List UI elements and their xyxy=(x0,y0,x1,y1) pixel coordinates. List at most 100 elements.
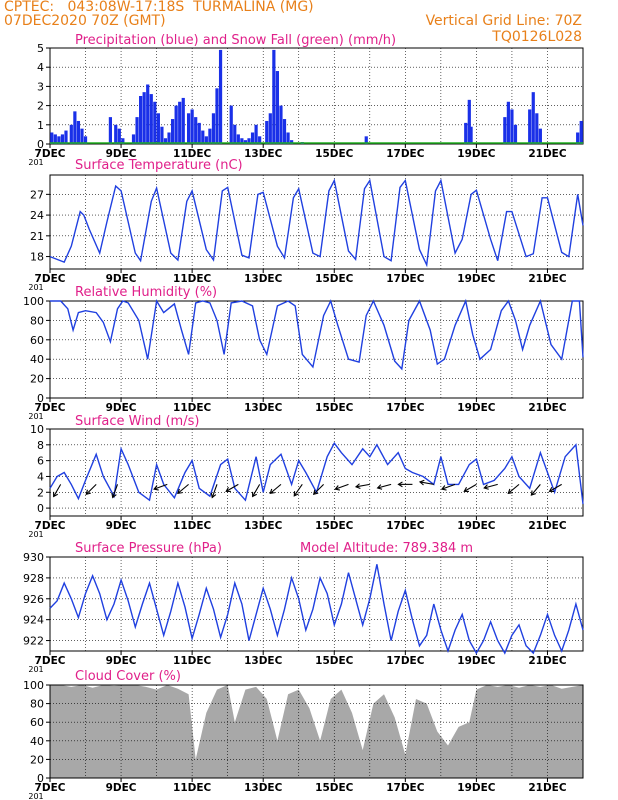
y-tick-label: 20 xyxy=(30,373,44,386)
y-tick-label: 0 xyxy=(37,392,44,405)
precip-bar xyxy=(467,99,471,144)
wind-arrow-head xyxy=(210,492,217,499)
x-tick-label: 7DEC xyxy=(35,520,66,532)
precip-bar xyxy=(60,134,65,144)
precip-bar xyxy=(80,128,84,144)
panel-frame-4 xyxy=(49,428,584,517)
x-tick-label: 13DEC xyxy=(244,520,283,532)
panel-annotation: Model Altitude: 789.384 m xyxy=(300,541,473,556)
x-tick-label: 21DEC xyxy=(528,520,567,532)
precip-bar xyxy=(139,96,143,144)
x-tick-label: 9DEC xyxy=(106,148,137,160)
wind-arrow-shaft xyxy=(252,484,261,497)
series-line xyxy=(49,441,584,505)
wind-arrow-head xyxy=(53,491,59,498)
precip-bar xyxy=(57,136,61,144)
wind-arrow-head xyxy=(548,487,555,492)
wind-arrow-shaft xyxy=(549,483,562,492)
precip-bar xyxy=(240,138,244,144)
precip-bar xyxy=(160,126,164,144)
precip-bar xyxy=(279,105,283,144)
x-tick-label: 15DEC xyxy=(315,273,354,285)
header-grid-line: Vertical Grid Line: 70Z xyxy=(425,13,582,29)
x-tick-label: 19DEC xyxy=(457,520,496,532)
x-tick-label: 15DEC xyxy=(315,148,354,160)
y-tick-label: 924 xyxy=(23,614,44,627)
y-tick-label: 60 xyxy=(30,716,44,729)
precip-bar xyxy=(243,140,248,144)
panel-title: Cloud Cover (%) xyxy=(75,669,181,684)
x-tick-label: 11DEC xyxy=(173,402,212,414)
x-tick-label: 21DEC xyxy=(528,273,567,285)
precip-bar xyxy=(167,132,171,144)
x-tick-label: 13DEC xyxy=(244,782,283,794)
wind-arrow-shaft xyxy=(177,483,189,494)
y-tick-label: 40 xyxy=(30,735,44,748)
y-tick-label: 4 xyxy=(37,470,44,483)
panel-title: Surface Temperature (nC) xyxy=(75,158,243,173)
precip-bar xyxy=(69,124,73,144)
x-corner-label: 201 xyxy=(28,530,43,539)
x-tick-label: 15DEC xyxy=(315,402,354,414)
wind-arrow-head xyxy=(252,491,257,498)
x-tick-label: 19DEC xyxy=(457,655,496,667)
x-tick-label: 9DEC xyxy=(106,782,137,794)
x-tick-label: 11DEC xyxy=(173,655,212,667)
precip-bar xyxy=(282,119,287,144)
x-tick-label: 19DEC xyxy=(457,148,496,160)
x-corner-label: 201 xyxy=(28,792,43,800)
x-corner-label: 201 xyxy=(28,283,43,292)
wind-arrow-head xyxy=(354,483,361,489)
y-tick-label: 80 xyxy=(30,698,44,711)
x-tick-label: 19DEC xyxy=(457,273,496,285)
precip-bar xyxy=(272,49,276,144)
x-tick-label: 9DEC xyxy=(106,273,137,285)
precip-bar xyxy=(170,119,175,144)
precip-bar xyxy=(197,122,201,144)
x-tick-label: 11DEC xyxy=(173,148,212,160)
precip-bar xyxy=(174,105,178,144)
wind-arrow-head xyxy=(177,488,183,495)
panel-title: Surface Pressure (hPa) xyxy=(75,541,222,556)
wind-arrow-head xyxy=(312,489,319,496)
precip-bar xyxy=(576,132,580,144)
precip-bar xyxy=(513,124,518,144)
y-tick-label: 18 xyxy=(30,251,44,264)
precip-bar xyxy=(229,105,233,144)
x-tick-label: 9DEC xyxy=(106,520,137,532)
x-tick-label: 21DEC xyxy=(528,782,567,794)
cloud-area xyxy=(50,685,583,778)
wind-arrow-head xyxy=(85,489,91,496)
x-tick-label: 17DEC xyxy=(386,273,425,285)
precip-bar xyxy=(250,132,255,144)
precip-bar xyxy=(181,97,185,144)
y-tick-label: 2 xyxy=(37,100,44,113)
y-tick-label: 0 xyxy=(37,772,44,785)
wind-arrow-shaft xyxy=(530,484,541,496)
x-tick-label: 15DEC xyxy=(315,782,354,794)
y-tick-label: 3 xyxy=(37,80,44,93)
y-tick-label: 926 xyxy=(23,593,44,606)
precip-bar xyxy=(535,113,539,144)
precip-bar xyxy=(153,101,157,144)
precip-bar xyxy=(121,138,125,144)
y-tick-label: 100 xyxy=(23,295,44,308)
series-line xyxy=(49,178,584,268)
precip-bar xyxy=(506,101,510,144)
precip-bar xyxy=(364,136,368,144)
x-tick-label: 11DEC xyxy=(173,520,212,532)
y-tick-label: 80 xyxy=(30,314,44,327)
x-tick-label: 21DEC xyxy=(528,402,567,414)
precip-bar xyxy=(268,113,272,144)
header-date: 07DEC2020 70Z (GMT) xyxy=(4,13,166,29)
precip-bar xyxy=(190,109,194,144)
x-tick-label: 7DEC xyxy=(35,655,66,667)
x-tick-label: 7DEC xyxy=(35,782,66,794)
precip-bar xyxy=(254,124,258,144)
wind-arrow-shaft xyxy=(313,483,324,495)
wind-arrow-head xyxy=(483,484,489,490)
y-tick-label: 20 xyxy=(30,753,44,766)
panel-frame-6 xyxy=(49,684,584,779)
wind-arrow-head xyxy=(418,479,425,486)
wind-arrow-head xyxy=(269,488,275,495)
